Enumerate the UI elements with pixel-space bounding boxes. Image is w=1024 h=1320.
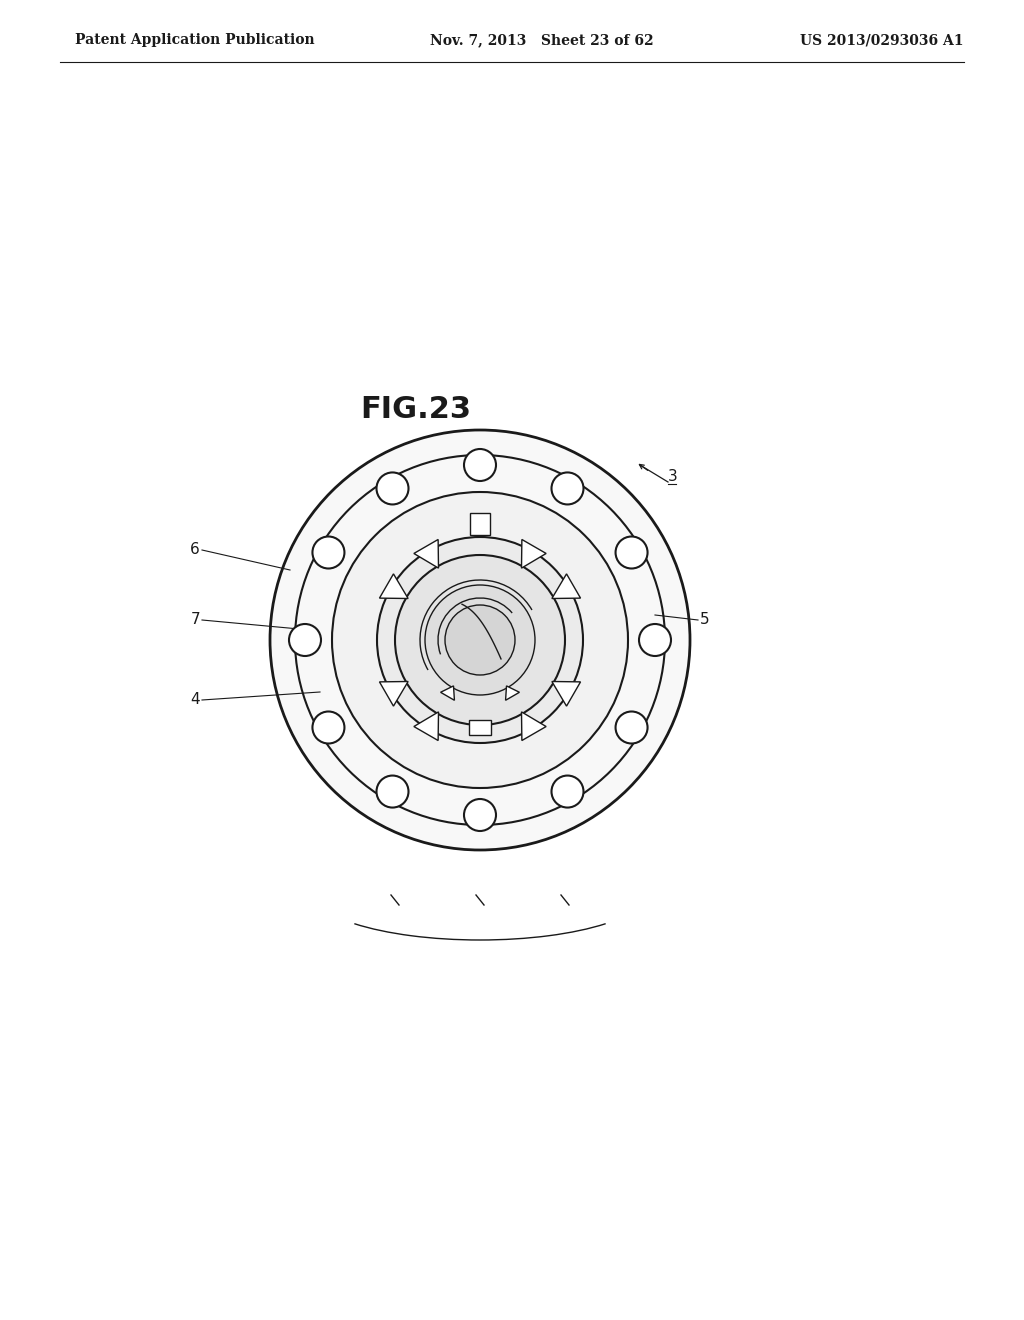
Polygon shape <box>470 513 490 535</box>
Text: US 2013/0293036 A1: US 2013/0293036 A1 <box>800 33 964 48</box>
Polygon shape <box>469 719 490 735</box>
Polygon shape <box>521 540 546 568</box>
Circle shape <box>377 537 583 743</box>
Polygon shape <box>380 574 409 598</box>
Polygon shape <box>552 681 581 706</box>
Circle shape <box>377 473 409 504</box>
Polygon shape <box>552 574 581 598</box>
Circle shape <box>639 624 671 656</box>
Text: 7: 7 <box>190 612 200 627</box>
Circle shape <box>332 492 628 788</box>
Circle shape <box>615 711 647 743</box>
Circle shape <box>377 776 409 808</box>
Text: 4: 4 <box>190 693 200 708</box>
Polygon shape <box>440 686 455 701</box>
Polygon shape <box>521 711 546 741</box>
Text: 6: 6 <box>190 543 200 557</box>
Text: FIG.23: FIG.23 <box>360 396 471 425</box>
Text: Patent Application Publication: Patent Application Publication <box>75 33 314 48</box>
Circle shape <box>552 776 584 808</box>
Circle shape <box>289 624 321 656</box>
Text: 5: 5 <box>700 612 710 627</box>
Polygon shape <box>506 686 519 701</box>
Circle shape <box>425 585 535 696</box>
Text: 3: 3 <box>668 469 678 484</box>
Circle shape <box>464 449 496 480</box>
Circle shape <box>464 799 496 832</box>
Circle shape <box>552 473 584 504</box>
Polygon shape <box>414 540 438 568</box>
Circle shape <box>270 430 690 850</box>
Circle shape <box>312 711 344 743</box>
Circle shape <box>615 536 647 569</box>
Text: Nov. 7, 2013   Sheet 23 of 62: Nov. 7, 2013 Sheet 23 of 62 <box>430 33 653 48</box>
Text: 36: 36 <box>475 643 495 657</box>
Circle shape <box>395 554 565 725</box>
Polygon shape <box>414 711 438 741</box>
Polygon shape <box>380 681 409 706</box>
Circle shape <box>312 536 344 569</box>
Circle shape <box>445 605 515 675</box>
